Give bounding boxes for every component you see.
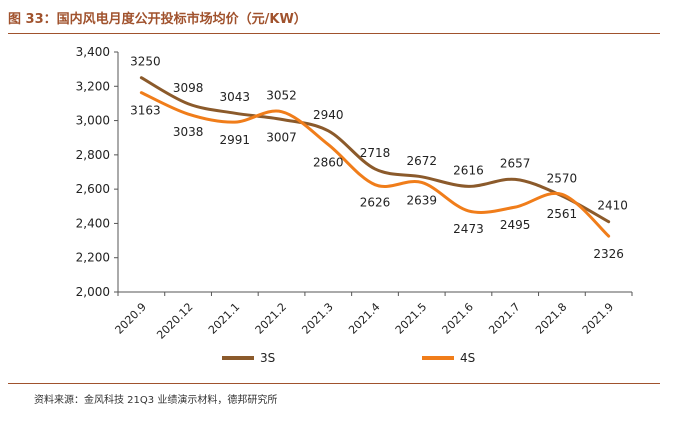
x-tick-label: 2021.8 (533, 300, 569, 336)
y-tick-label: 2,800 (76, 148, 110, 162)
data-label-4s: 2626 (360, 196, 391, 210)
data-label-3s: 3043 (220, 90, 251, 104)
title-rule (8, 33, 660, 34)
data-label-3s: 2718 (360, 146, 391, 160)
data-label-4s: 2473 (453, 222, 484, 236)
data-label-3s: 2940 (313, 108, 344, 122)
series-line-3s (139, 76, 611, 224)
x-tick-label: 2020.9 (113, 300, 149, 336)
chart-lines (139, 76, 611, 238)
legend-label-3s: 3S (260, 351, 275, 365)
y-tick-label: 2,200 (76, 251, 110, 265)
data-label-3s: 2410 (597, 199, 628, 213)
data-label-3s: 2657 (500, 156, 531, 170)
x-tick-label: 2021.7 (486, 300, 522, 336)
data-label-3s: 3007 (266, 130, 297, 144)
x-tick-label: 2021.2 (253, 300, 289, 336)
x-tick-label: 2021.9 (580, 300, 616, 336)
y-tick-label: 2,000 (76, 285, 110, 299)
legend-label-4s: 4S (460, 351, 475, 365)
y-tick-label: 2,600 (76, 182, 110, 196)
x-tick-label: 2021.6 (440, 300, 476, 336)
y-tick-label: 2,400 (76, 216, 110, 230)
source-rule (8, 383, 660, 384)
data-label-4s: 3052 (266, 89, 297, 103)
y-tick-label: 3,200 (76, 79, 110, 93)
line-chart: 2,000 2,200 2,400 2,600 2,800 3,000 3,200 3,400… (76, 45, 633, 365)
data-label-3s: 3250 (130, 55, 161, 69)
data-label-4s: 2639 (406, 193, 437, 207)
x-tick-label: 2021.1 (206, 300, 242, 336)
source-note: 资料来源：金风科技 21Q3 业绩演示材料，德邦研究所 (34, 395, 278, 406)
x-tick-label: 2021.4 (346, 300, 382, 336)
data-label-4s: 3163 (130, 104, 161, 118)
data-label-4s: 2860 (313, 156, 344, 170)
figure-title: 图 33：国内风电月度公开投标市场均价（元/KW） (8, 12, 307, 27)
y-tick-label: 3,000 (76, 114, 110, 128)
data-label-4s: 2495 (500, 218, 531, 232)
y-tick-label: 3,400 (76, 45, 110, 59)
x-tick-label: 2021.5 (393, 300, 429, 336)
data-label-4s: 2570 (547, 171, 578, 185)
x-tick-label: 2020.12 (154, 300, 195, 341)
data-label-3s: 2561 (547, 207, 578, 221)
chart-legend: 3S 4S (222, 351, 475, 365)
data-label-3s: 2616 (453, 163, 484, 177)
x-tick-label: 2021.3 (299, 300, 335, 336)
data-label-3s: 2672 (406, 154, 437, 168)
data-label-3s: 3098 (173, 81, 204, 95)
data-label-4s: 2991 (220, 133, 251, 147)
chart-data-labels: 3250 3098 3043 3007 2940 2718 2672 2616 2657 2561… (130, 55, 628, 261)
series-line-4s (139, 91, 611, 238)
data-label-4s: 3038 (173, 125, 204, 139)
data-label-4s: 2326 (593, 247, 624, 261)
